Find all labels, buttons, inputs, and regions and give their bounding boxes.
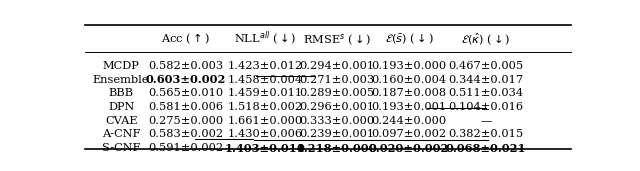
Text: 0.160±0.004: 0.160±0.004: [371, 75, 447, 85]
Text: 0.333±0.000: 0.333±0.000: [300, 116, 374, 126]
Text: Acc ($\uparrow$): Acc ($\uparrow$): [161, 32, 210, 47]
Text: 0.296±0.001: 0.296±0.001: [300, 102, 374, 112]
Text: A-CNF: A-CNF: [102, 129, 140, 139]
Text: 0.565±0.010: 0.565±0.010: [148, 88, 223, 98]
Text: 0.289±0.005: 0.289±0.005: [300, 88, 374, 98]
Text: CVAE: CVAE: [105, 116, 138, 126]
Text: 0.020±0.002: 0.020±0.002: [369, 143, 449, 154]
Text: 0.193±0.000: 0.193±0.000: [371, 61, 447, 71]
Text: Ensemble: Ensemble: [93, 75, 149, 85]
Text: 0.104±0.016: 0.104±0.016: [448, 102, 524, 112]
Text: 0.344±0.017: 0.344±0.017: [448, 75, 524, 85]
Text: 0.275±0.000: 0.275±0.000: [148, 116, 223, 126]
Text: $\mathcal{E}(\bar{s})$ ($\downarrow$): $\mathcal{E}(\bar{s})$ ($\downarrow$): [385, 32, 433, 47]
Text: 1.661±0.000: 1.661±0.000: [227, 116, 303, 126]
Text: 0.511±0.034: 0.511±0.034: [448, 88, 524, 98]
Text: 0.582±0.003: 0.582±0.003: [148, 61, 223, 71]
Text: S-CNF: S-CNF: [102, 143, 140, 153]
Text: 0.218±0.000: 0.218±0.000: [297, 143, 377, 154]
Text: 0.097±0.002: 0.097±0.002: [371, 129, 447, 139]
Text: 1.459±0.011: 1.459±0.011: [227, 88, 303, 98]
Text: 0.603±0.002: 0.603±0.002: [145, 74, 226, 85]
Text: 0.583±0.002: 0.583±0.002: [148, 129, 223, 139]
Text: MCDP: MCDP: [103, 61, 140, 71]
Text: 0.244±0.000: 0.244±0.000: [371, 116, 447, 126]
Text: 0.193±0.001: 0.193±0.001: [371, 102, 447, 112]
Text: 0.591±0.002: 0.591±0.002: [148, 143, 223, 153]
Text: 1.518±0.002: 1.518±0.002: [227, 102, 303, 112]
Text: 0.239±0.001: 0.239±0.001: [300, 129, 374, 139]
Text: BBB: BBB: [109, 88, 134, 98]
Text: 0.068±0.021: 0.068±0.021: [445, 143, 526, 154]
Text: 1.423±0.012: 1.423±0.012: [227, 61, 303, 71]
Text: 0.581±0.006: 0.581±0.006: [148, 102, 223, 112]
Text: $\mathcal{E}(\hat{\kappa})$ ($\downarrow$): $\mathcal{E}(\hat{\kappa})$ ($\downarrow…: [461, 31, 511, 47]
Text: 1.403±0.011: 1.403±0.011: [225, 143, 305, 154]
Text: RMSE$^{s}$ ($\downarrow$): RMSE$^{s}$ ($\downarrow$): [303, 32, 371, 47]
Text: NLL$^{all}$ ($\downarrow$): NLL$^{all}$ ($\downarrow$): [234, 30, 296, 48]
Text: 0.271±0.003: 0.271±0.003: [300, 75, 374, 85]
Text: —: —: [480, 116, 492, 126]
Text: 0.187±0.008: 0.187±0.008: [371, 88, 447, 98]
Text: 0.467±0.005: 0.467±0.005: [448, 61, 524, 71]
Text: 1.458±0.004: 1.458±0.004: [227, 75, 303, 85]
Text: DPN: DPN: [108, 102, 134, 112]
Text: 1.430±0.006: 1.430±0.006: [227, 129, 303, 139]
Text: 0.294±0.001: 0.294±0.001: [300, 61, 374, 71]
Text: 0.382±0.015: 0.382±0.015: [448, 129, 524, 139]
